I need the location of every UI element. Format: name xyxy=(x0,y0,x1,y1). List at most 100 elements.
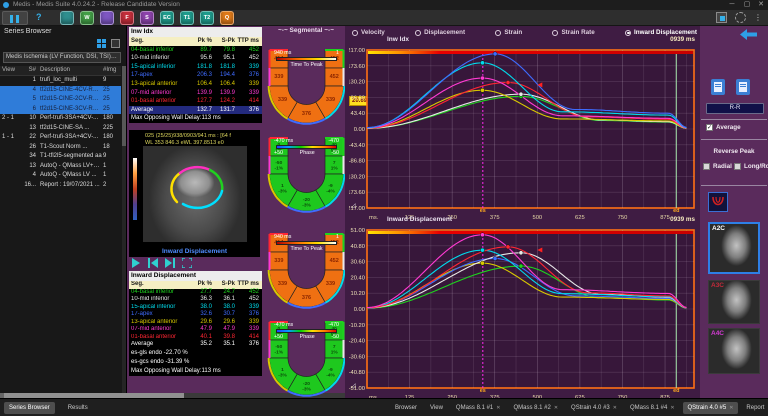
medis-logo-icon xyxy=(3,2,9,8)
close-tab-icon[interactable]: ✕ xyxy=(613,402,617,414)
radial-checkbox-row[interactable]: Radial xyxy=(703,163,732,170)
table-row: 07-mid anterior47.947.9339 xyxy=(129,326,262,334)
close-tab-icon[interactable]: ✕ xyxy=(554,402,558,414)
series-row[interactable]: 4AutoQ - QMass LV ...1 xyxy=(0,171,121,181)
app-icon-5[interactable]: S xyxy=(140,11,154,25)
mri-viewport[interactable]: 025 (25/25)938/0903/941 ms : [64 f WL 35… xyxy=(129,130,260,257)
segmental-maps: 414452339452339376339940 ms1Time To Peak… xyxy=(263,38,350,398)
tab-qmass-8-1-2[interactable]: QMass 8.1 #2✕ xyxy=(508,402,563,414)
close-tab-icon[interactable]: ✕ xyxy=(496,402,500,414)
rr-button[interactable]: R-R xyxy=(706,103,764,114)
app-launcher-row: W FS EC T1 T2 Q xyxy=(60,11,234,25)
radio-displacement[interactable]: Displacement xyxy=(415,29,465,36)
series-row[interactable]: 16...Report : 19/07/2021 ...2 xyxy=(0,181,121,191)
tab-report[interactable]: Report xyxy=(741,402,768,414)
series-row[interactable]: 1trufi_loc_multi9 xyxy=(0,76,121,86)
table-cell: 24.7 xyxy=(212,289,235,297)
series-row[interactable]: 5tf2d15-CINE-2CV-Retro25 xyxy=(0,95,121,105)
layout-icon[interactable] xyxy=(716,12,727,23)
skip-start-button[interactable] xyxy=(148,258,158,268)
tab-qstrain-4-0-5[interactable]: QStrain 4.0 #5✕ xyxy=(683,402,739,414)
separator xyxy=(701,119,767,120)
longrot-checkbox-row[interactable]: Long/Rot xyxy=(734,163,768,170)
tab-qstrain-4-0-3[interactable]: QStrain 4.0 #3✕ xyxy=(566,402,622,414)
grid-view-icon[interactable] xyxy=(97,39,106,48)
table-cell: 339 xyxy=(235,319,262,327)
table-cell: 29.6 xyxy=(212,319,235,327)
fullscreen-button[interactable] xyxy=(182,258,192,268)
series-scrollbar[interactable] xyxy=(122,66,126,394)
export-snapshot-icon[interactable] xyxy=(735,78,751,96)
app-icon-7[interactable]: T1 xyxy=(180,11,194,25)
table-header: Seg.Pk %S-PkTTP ms xyxy=(129,281,262,289)
app-icon-6[interactable]: EC xyxy=(160,11,174,25)
series-cell: 16... xyxy=(22,181,38,191)
y-tick-label: 0.00 xyxy=(354,127,365,133)
list-view-icon[interactable] xyxy=(111,39,120,48)
tab-browser[interactable]: Browser xyxy=(390,402,422,414)
close-button[interactable]: ✕ xyxy=(755,0,767,10)
scale-min-label: 940 ms xyxy=(274,234,291,240)
reverse-peak-label: Reverse Peak xyxy=(700,148,768,155)
series-cell: tf2d15-CINE-SA ... xyxy=(38,124,102,134)
maximize-button[interactable]: ▢ xyxy=(741,0,753,10)
radio-strain[interactable]: Strain xyxy=(495,29,522,36)
inw-idx-chart[interactable]: Inw Idx 0939 ms 20.69 (13-apical anterio… xyxy=(349,36,697,220)
refresh-icon[interactable] xyxy=(735,12,746,23)
app-icon-1[interactable] xyxy=(60,11,74,25)
phase-map[interactable]: 01%405%-50-1%71%1-3%-20-3%-9-4%-470 ms-4… xyxy=(263,126,350,214)
thumbnail-a2c[interactable]: A2C xyxy=(708,222,760,274)
series-cell xyxy=(0,105,22,115)
phase-map[interactable]: 01%405%-50-1%71%1-3%-20-3%-9-4%-470 ms-4… xyxy=(263,310,350,398)
radio-inward-displacement[interactable]: Inward Displacement xyxy=(625,29,697,36)
radio-velocity[interactable]: Velocity xyxy=(352,29,385,36)
radial-checkbox[interactable] xyxy=(703,163,710,170)
help-button[interactable]: ? xyxy=(36,12,42,22)
table-cell: 13-apical anterior xyxy=(129,319,189,327)
tab-series-browser[interactable]: Series Browser xyxy=(4,402,55,414)
series-row[interactable]: 26T1-Scout Norm ...18 xyxy=(0,143,121,153)
time-to-peak-map[interactable]: 414452339452339376339940 ms1Time To Peak xyxy=(263,38,350,126)
time-to-peak-map[interactable]: 414452339452339376339940 ms1Time To Peak xyxy=(263,222,350,310)
skip-end-button[interactable] xyxy=(165,258,175,268)
series-row[interactable]: 13tf2d15-CINE-SA ...225 xyxy=(0,124,121,134)
tab-qmass-8-1-1[interactable]: QMass 8.1 #1✕ xyxy=(451,402,506,414)
radio-circle-icon xyxy=(415,30,421,36)
radio-strain-rate[interactable]: Strain Rate xyxy=(552,29,594,36)
scale-colorbar xyxy=(276,241,337,245)
series-row[interactable]: 1 - 122Perf-trufi-3SA+4CV-...180 xyxy=(0,133,121,143)
app-icon-4[interactable]: F xyxy=(120,11,134,25)
close-tab-icon[interactable]: ✕ xyxy=(670,402,674,414)
thumbnail-a3c[interactable]: A3C xyxy=(708,280,760,324)
series-row[interactable]: 2 - 110Perf-trufi-3SA+4CV-...180 xyxy=(0,114,121,124)
study-filter-dropdown[interactable]: Medis Ischemia (LV Function, DSI, TSI) C… xyxy=(3,52,121,63)
average-checkbox-row[interactable]: ✓ Average xyxy=(706,124,741,131)
tab-qmass-8-1-4[interactable]: QMass 8.1 #4✕ xyxy=(625,402,680,414)
series-row[interactable]: 6tf2d15-CINE-3CV-Retro25 xyxy=(0,105,121,115)
back-arrow-icon[interactable] xyxy=(740,29,758,40)
thumbnail-a4c[interactable]: A4C xyxy=(708,328,760,374)
tab-results[interactable]: Results xyxy=(63,402,93,414)
app-icon-2[interactable]: W xyxy=(80,11,94,25)
export-report-icon[interactable] xyxy=(710,78,726,96)
table-cell: 95.1 xyxy=(212,54,235,63)
average-checkbox[interactable]: ✓ xyxy=(706,124,713,131)
series-row[interactable]: 13AutoQ - QMass LV+R...1 xyxy=(0,162,121,172)
tab-view[interactable]: View xyxy=(425,402,448,414)
scale-colorbar xyxy=(276,329,337,333)
app-icon-3[interactable] xyxy=(100,11,114,25)
app-icon-8[interactable]: T2 xyxy=(200,11,214,25)
inward-displacement-chart[interactable]: Inward Displacement 0939 ms ◿ 51.0040.80… xyxy=(349,216,697,400)
medis-home-button[interactable] xyxy=(2,11,28,25)
series-row[interactable]: 34T1-tfl2l5-segmented aa9 xyxy=(0,152,121,162)
overflow-menu-icon[interactable]: ⋮ xyxy=(754,12,762,23)
mri-image[interactable] xyxy=(143,146,247,242)
series-row[interactable]: 4tf2d15-CINE-4CV-Retro25 xyxy=(0,86,121,96)
minimize-button[interactable]: ─ xyxy=(726,0,738,10)
longrot-checkbox[interactable] xyxy=(734,163,741,170)
play-button[interactable] xyxy=(131,258,141,268)
qstrain-logo-icon[interactable] xyxy=(708,192,728,212)
close-tab-icon[interactable]: ✕ xyxy=(729,402,733,414)
app-icon-9[interactable]: Q xyxy=(220,11,234,25)
series-cell: 9 xyxy=(102,76,121,86)
